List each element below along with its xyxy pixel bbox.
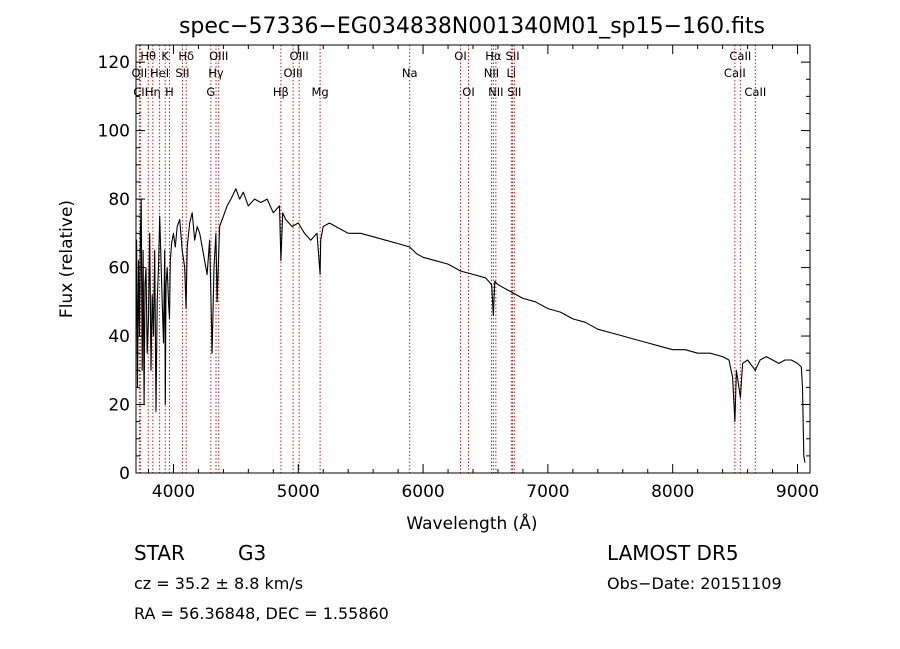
x-tick-label: 4000: [152, 482, 195, 502]
line-marker-label: Li: [507, 66, 517, 80]
line-marker-label: OII: [131, 66, 147, 80]
line-marker-label: HeI: [150, 66, 169, 80]
axes: 4000 5000 6000 7000 8000 9000 0 20 40 60 80 100 120: [98, 44, 819, 502]
coordinates-text: RA = 56.36848, DEC = 1.55860: [134, 604, 389, 623]
line-marker-label: H: [165, 85, 174, 99]
y-tick-label: 80: [108, 190, 130, 210]
line-marker-label: Hθ: [140, 49, 156, 63]
line-marker-label: OIII: [284, 66, 303, 80]
line-marker-label: K: [161, 49, 169, 63]
line-marker-label: Mg: [311, 85, 328, 99]
x-tick-label: 7000: [526, 482, 569, 502]
line-marker-label: OI: [454, 49, 466, 63]
line-marker-label: NII: [484, 66, 499, 80]
chart-title: spec−57336−EG034838N001340M01_sp15−160.f…: [179, 14, 765, 39]
spectrum-line-0: [135, 188, 806, 463]
line-marker-label: CaII: [729, 49, 751, 63]
redshift-text: cz = 35.2 ± 8.8 km/s: [134, 574, 304, 593]
line-marker-label: Hγ: [208, 66, 224, 80]
line-marker-label: SII: [506, 49, 520, 63]
line-marker-label: Na: [402, 66, 418, 80]
survey-name: LAMOST DR5: [607, 541, 739, 565]
plot-frame: [135, 44, 811, 474]
x-tick-label: 8000: [651, 482, 694, 502]
x-tick-label: 9000: [776, 482, 819, 502]
line-marker-label: Hδ: [178, 49, 194, 63]
y-tick-label: 120: [98, 53, 130, 73]
y-tick-label: 20: [108, 396, 130, 416]
line-marker-label: OIII: [209, 49, 228, 63]
observation-date: Obs−Date: 20151109: [607, 574, 782, 593]
line-marker-label: Hη: [145, 85, 161, 99]
object-subclass: G3: [238, 541, 267, 565]
line-marker-label: SII: [175, 66, 189, 80]
object-class: STAR: [134, 541, 185, 565]
x-tick-label: 5000: [277, 482, 320, 502]
line-marker-label: CII: [133, 85, 148, 99]
line-marker-label: OIII: [290, 49, 309, 63]
y-tick-label: 0: [119, 464, 130, 484]
y-tick-label: 40: [108, 327, 130, 347]
line-marker-label: CaII: [724, 66, 746, 80]
y-tick-label: 100: [98, 122, 130, 142]
line-marker-label: Hβ: [273, 85, 289, 99]
line-marker-label: G: [206, 85, 215, 99]
line-marker-label: OI: [462, 85, 474, 99]
line-marker-label: NII: [488, 85, 503, 99]
line-marker-label: CaII: [744, 85, 766, 99]
line-marker-label: Hα: [485, 49, 502, 63]
x-tick-label: 6000: [401, 482, 444, 502]
x-axis-label: Wavelength (Å): [406, 512, 537, 534]
line-markers: OIICIIHθHηHeIKHSIIHδGHγOIIIHβOIIIOIIIMgN…: [131, 45, 766, 473]
line-marker-label: SII: [507, 85, 521, 99]
y-axis-label: Flux (relative): [57, 200, 77, 318]
spectrum-series: [135, 188, 806, 463]
y-tick-label: 60: [108, 259, 130, 279]
